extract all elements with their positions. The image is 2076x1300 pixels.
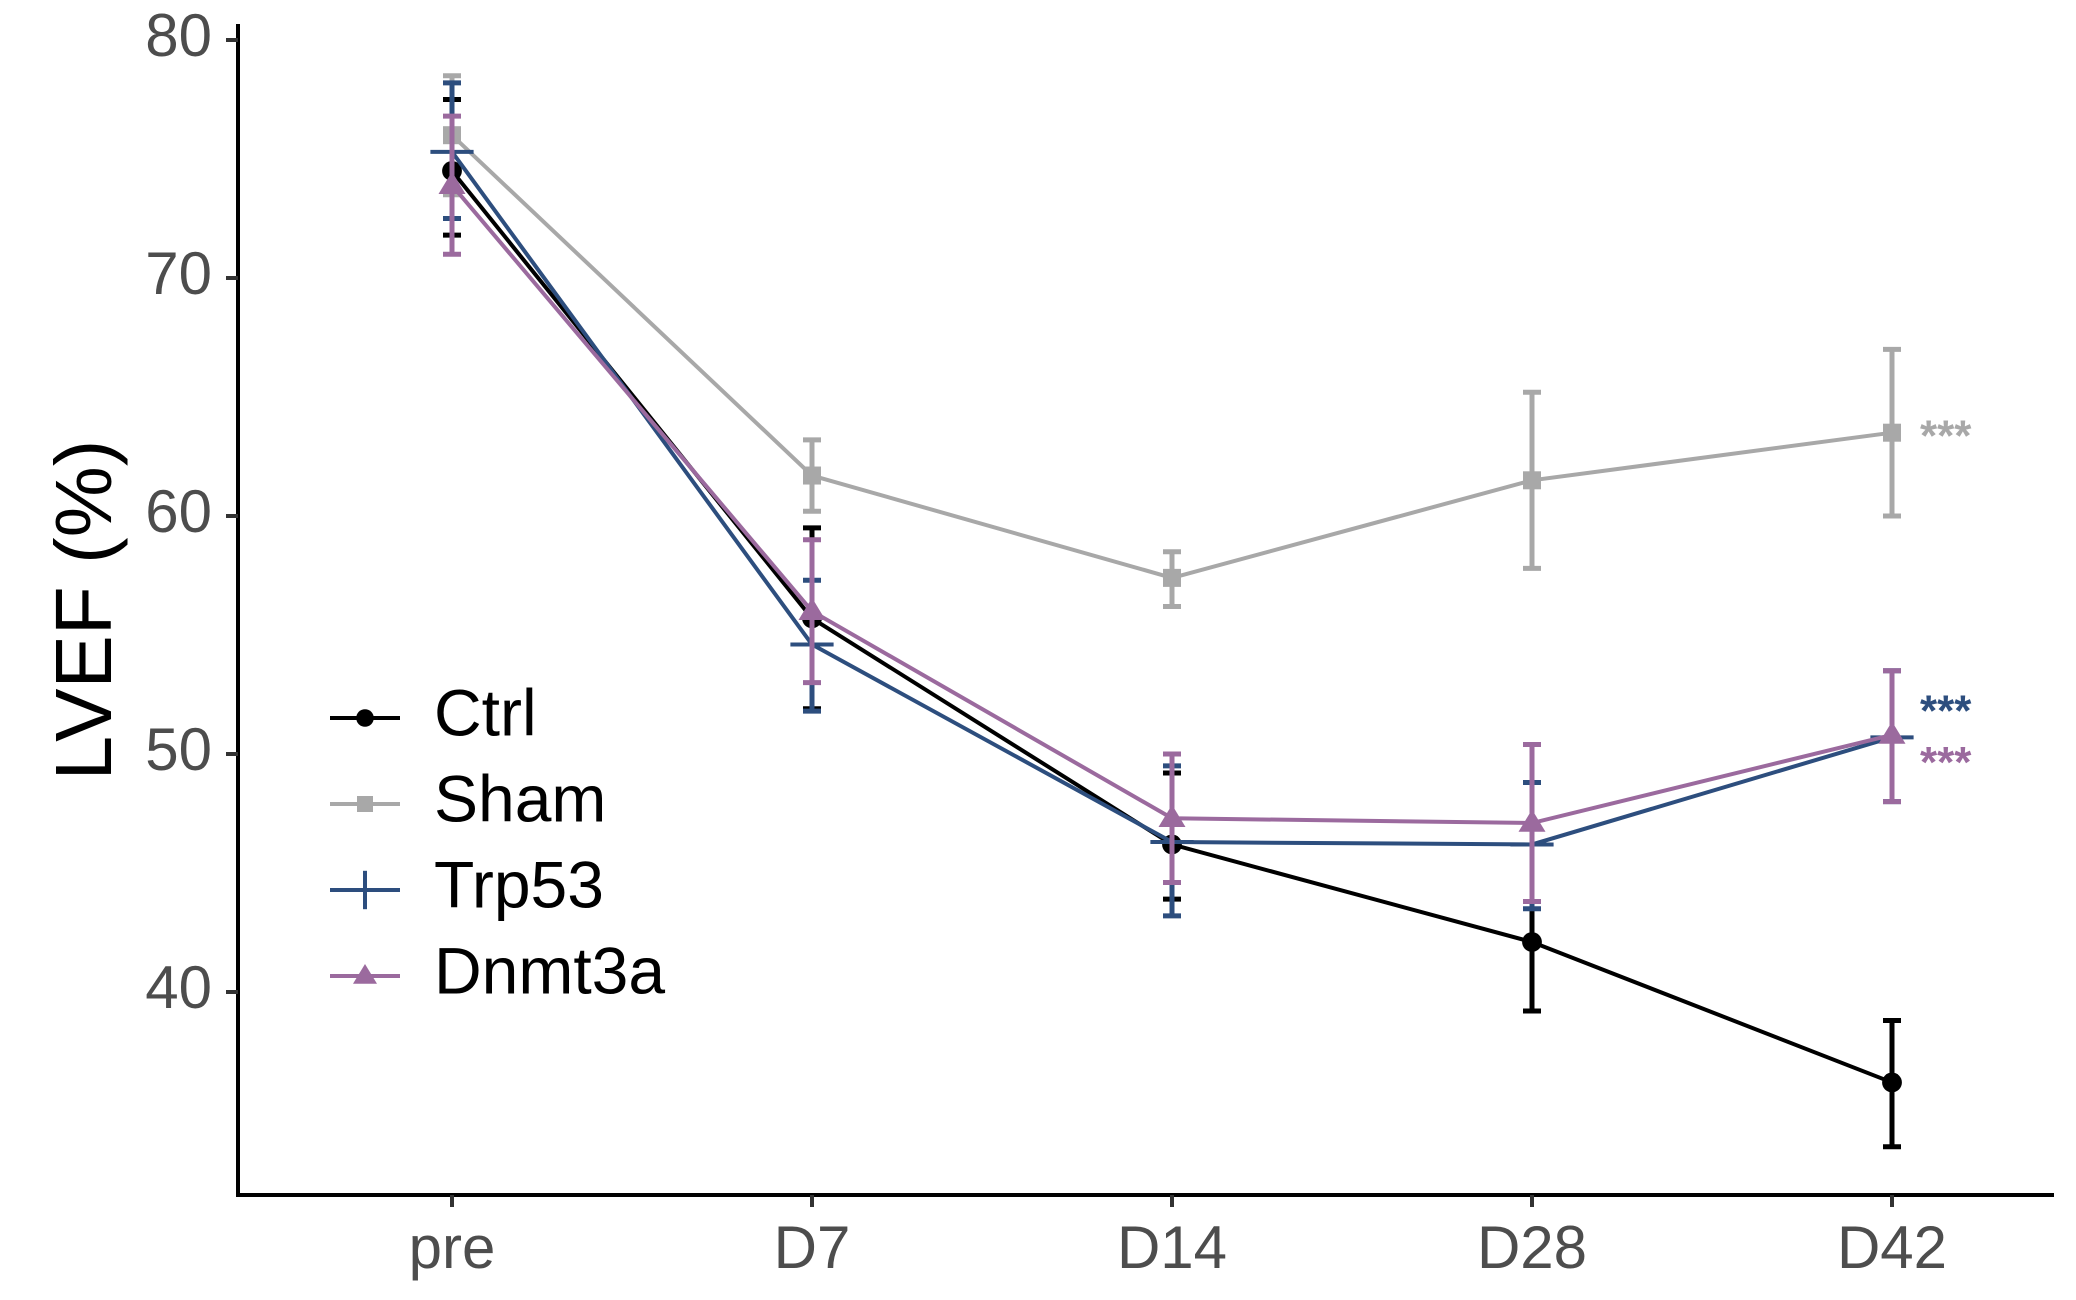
legend-swatch-marker-dnmt3a xyxy=(353,964,377,984)
x-tick-label-D28: D28 xyxy=(1477,1214,1587,1281)
point-sham-D28 xyxy=(1523,471,1541,490)
line-ctrl xyxy=(450,169,1893,1085)
legend-label-trp53: Trp53 xyxy=(434,847,604,921)
point-dnmt3a-pre xyxy=(438,171,466,194)
series-trp53: *** xyxy=(430,80,1972,919)
legend: Ctrl Sham Trp53 Dnmt3a xyxy=(330,675,665,1007)
x-ticks: pre D7 D14 D28 D42 xyxy=(409,1195,1947,1281)
y-tick-label-60: 60 xyxy=(145,478,212,545)
point-sham-D42 xyxy=(1883,423,1901,442)
legend-label-ctrl: Ctrl xyxy=(434,675,537,749)
x-tick-label-D7: D7 xyxy=(774,1214,851,1281)
y-tick-label-70: 70 xyxy=(145,240,212,307)
point-ctrl-D42 xyxy=(1882,1072,1902,1093)
y-tick-label-40: 40 xyxy=(145,954,212,1021)
y-tick-label-80: 80 xyxy=(145,2,212,69)
legend-item-dnmt3a: Dnmt3a xyxy=(330,933,665,1007)
x-tick-label-D42: D42 xyxy=(1837,1214,1947,1281)
legend-swatch-marker-ctrl xyxy=(356,709,374,727)
series-layer: ********* xyxy=(430,73,1972,1150)
point-sham-D7 xyxy=(803,466,821,485)
significance-trp53: *** xyxy=(1920,686,1972,735)
y-tick-label-50: 50 xyxy=(145,716,212,783)
point-dnmt3a-D42 xyxy=(1878,721,1906,744)
series-sham: *** xyxy=(443,73,1972,609)
legend-label-dnmt3a: Dnmt3a xyxy=(434,933,665,1007)
point-dnmt3a-D14 xyxy=(1158,804,1186,828)
line-sham xyxy=(450,133,1893,580)
x-tick-label-D14: D14 xyxy=(1117,1214,1227,1281)
point-dnmt3a-D28 xyxy=(1518,809,1546,832)
legend-item-ctrl: Ctrl xyxy=(330,675,537,749)
y-ticks: 40 50 60 70 80 xyxy=(145,2,238,1021)
legend-swatch-marker-sham xyxy=(357,796,373,812)
point-ctrl-D28 xyxy=(1522,932,1542,952)
y-axis-title: LVEF (%) xyxy=(39,440,128,781)
point-sham-D14 xyxy=(1163,568,1181,587)
series-dnmt3a: *** xyxy=(438,113,1972,905)
legend-item-sham: Sham xyxy=(330,761,606,835)
point-dnmt3a-D7 xyxy=(798,597,826,620)
significance-sham: *** xyxy=(1920,412,1972,461)
legend-label-sham: Sham xyxy=(434,761,606,835)
line-trp53 xyxy=(450,150,1893,847)
axes xyxy=(236,24,2054,1197)
x-tick-label-pre: pre xyxy=(409,1214,496,1281)
legend-item-trp53: Trp53 xyxy=(330,847,604,921)
line-dnmt3a xyxy=(450,183,1893,826)
legend-swatch-marker-trp53 xyxy=(345,870,385,910)
significance-dnmt3a: *** xyxy=(1920,738,1972,787)
